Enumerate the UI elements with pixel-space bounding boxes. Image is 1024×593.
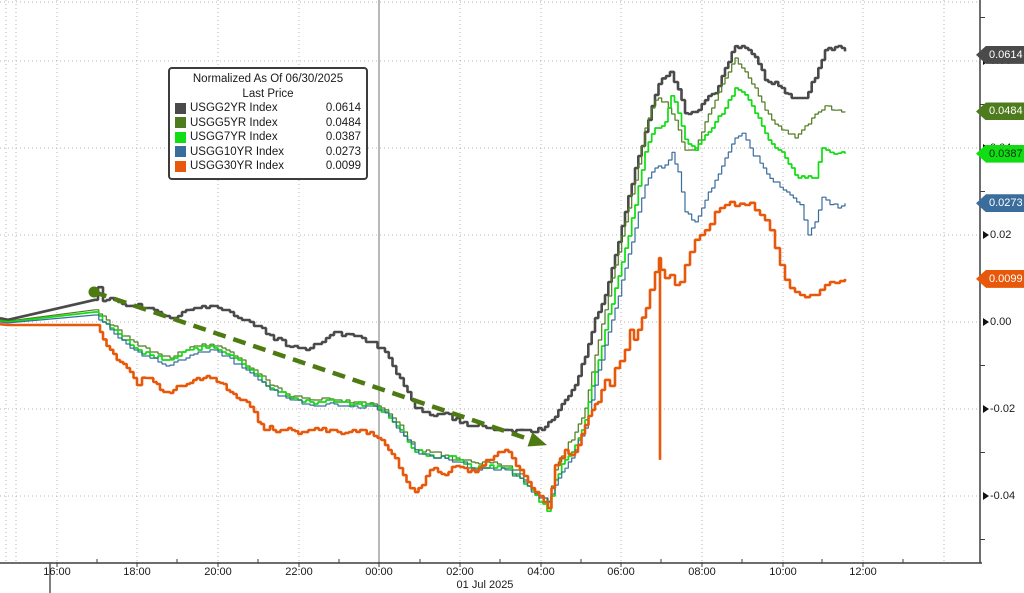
legend-item: USGG5YR Index 0.0484 (175, 116, 361, 131)
legend-series-value: 0.0273 (325, 145, 361, 158)
legend: Normalized As Of 06/30/2025 Last Price U… (168, 67, 368, 180)
legend-series-name: USGG7YR Index (190, 131, 278, 143)
x-axis-tick-label: 06:00 (607, 566, 635, 578)
legend-series-name: USGG30YR Index (190, 160, 284, 172)
legend-series-value: 0.0387 (325, 131, 361, 143)
y-axis-tick-label: 0.02 (983, 228, 1011, 242)
trend-arrow-start-dot (88, 286, 100, 298)
last-price-badge: 0.0387 (976, 144, 1024, 163)
last-price-badge: 0.0099 (976, 269, 1024, 288)
x-axis-tick-label: 22:00 (285, 566, 313, 578)
trend-arrow-shaft (93, 289, 536, 444)
last-price-badge: 0.0614 (976, 45, 1024, 64)
y-axis-tick-label: 0.00 (983, 315, 1011, 329)
y-axis-tick-label: -0.02 (983, 402, 1015, 416)
legend-subtitle: Last Price (242, 87, 294, 100)
legend-item: USGG7YR Index 0.0387 (175, 130, 361, 145)
legend-series-name: USGG5YR Index (190, 116, 278, 129)
tick-arrow-icon (983, 492, 989, 500)
tick-arrow-icon (983, 231, 989, 239)
x-axis-tick-label: 20:00 (204, 566, 232, 578)
tick-arrow-icon (983, 405, 989, 413)
x-axis-tick-label: 16:00 (43, 566, 71, 578)
series-line-usgg10yr (0, 132, 846, 503)
series-line-usgg2yr (0, 44, 847, 434)
x-axis-tick-label: 02:00 (446, 566, 474, 578)
y-axis-tick-label: -0.04 (983, 489, 1015, 503)
series-line-usgg7yr (0, 87, 846, 513)
legend-series-value: 0.0484 (325, 116, 361, 129)
legend-series-value: 0.0614 (325, 102, 361, 114)
legend-color-swatch (175, 160, 186, 172)
legend-color-swatch (175, 117, 186, 129)
legend-items: USGG2YR Index 0.0614 USGG5YR Index 0.0484 US… (175, 101, 361, 174)
x-axis-tick-label: 10:00 (769, 566, 797, 578)
x-axis-tick-label: 12:00 (849, 566, 877, 578)
x-axis-tick-label: 18:00 (123, 566, 151, 578)
legend-item: USGG30YR Index 0.0099 (175, 159, 361, 174)
legend-item: USGG2YR Index 0.0614 (175, 101, 361, 116)
x-axis-tick-label: 00:00 (365, 566, 393, 578)
tick-arrow-icon (983, 318, 989, 326)
legend-color-swatch (175, 102, 186, 114)
legend-item: USGG10YR Index 0.0273 (175, 145, 361, 160)
legend-color-swatch (175, 131, 186, 143)
x-axis-tick-label: 04:00 (527, 566, 555, 578)
trend-arrow-head (527, 432, 547, 447)
x-axis-tick-label: 08:00 (688, 566, 716, 578)
series-line-usgg30yr (0, 200, 847, 510)
legend-series-name: USGG10YR Index (190, 145, 284, 158)
last-price-badge: 0.0484 (976, 102, 1024, 121)
date-label: 01 Jul 2025 (456, 579, 514, 591)
legend-series-name: USGG2YR Index (190, 102, 278, 114)
series-line-usgg5yr (0, 57, 846, 502)
legend-title: Normalized As Of 06/30/2025 (192, 73, 344, 85)
last-price-badge: 0.0273 (976, 194, 1024, 213)
legend-color-swatch (175, 146, 186, 158)
legend-series-value: 0.0099 (325, 160, 361, 172)
